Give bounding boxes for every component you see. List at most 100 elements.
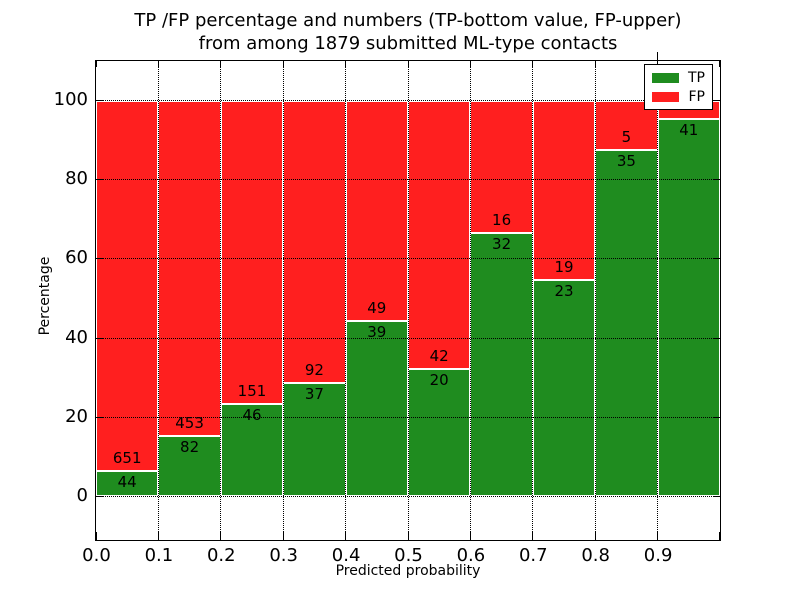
bar-fp-segment — [158, 100, 221, 436]
x-tick-top — [220, 61, 222, 67]
y-tick-label: 0 — [76, 484, 88, 506]
gridline-horizontal — [96, 179, 720, 181]
bar-tp-segment — [470, 232, 533, 497]
bar-fp-value: 92 — [304, 360, 324, 379]
fp-legend-swatch-icon — [652, 91, 679, 102]
bar-fp-value: 5 — [621, 128, 632, 147]
bar-fp-value: 42 — [429, 346, 449, 365]
chart-title: TP /FP percentage and numbers (TP-bottom… — [96, 9, 720, 55]
x-tick-top — [532, 61, 534, 67]
gridline-vertical — [345, 61, 347, 540]
gridline-horizontal — [96, 258, 720, 260]
y-tick-right — [713, 337, 720, 339]
y-tick-right — [713, 416, 720, 418]
y-tick-label: 60 — [65, 247, 88, 269]
y-tick-label: 80 — [65, 168, 88, 190]
bar-tp-segment — [345, 321, 408, 497]
bar-fp-value: 19 — [554, 257, 574, 276]
x-axis-label: Predicted probability — [335, 563, 481, 579]
gridline-vertical — [157, 61, 159, 540]
bar-fp-value: 453 — [175, 413, 204, 432]
bar-tp-value: 82 — [180, 437, 200, 456]
x-tick-bottom — [345, 532, 347, 540]
plot-area: TP FP 44 651 82 453 46 151 37 92 39 49 20 42 32 16 23 1… — [95, 60, 721, 541]
y-tick-right — [713, 179, 720, 181]
x-tick-bottom — [532, 532, 534, 540]
gridline-vertical — [532, 61, 534, 540]
bar-tp-segment — [283, 382, 346, 497]
bar-tp-segment — [595, 150, 658, 497]
gridline-vertical — [407, 61, 409, 540]
gridline-vertical — [282, 61, 284, 540]
x-tick-label: 0.3 — [269, 545, 298, 566]
bar-tp-value: 39 — [367, 323, 387, 341]
gridline-horizontal — [96, 337, 720, 339]
x-tick-label: 0.5 — [394, 545, 423, 566]
x-tick-label: 0.8 — [581, 545, 610, 566]
bar-tp-value: 32 — [492, 234, 512, 253]
y-tick-left — [96, 258, 103, 260]
x-tick-top — [157, 61, 159, 67]
bar-tp-segment — [532, 279, 596, 497]
y-tick-label: 100 — [53, 89, 88, 111]
x-tick-label: 0.7 — [518, 545, 548, 566]
x-tick-bottom — [407, 532, 409, 540]
bar-tp-value: 35 — [616, 152, 636, 171]
x-tick-label: 0.2 — [206, 545, 236, 566]
legend-entry-tp: TP — [652, 70, 705, 86]
x-tick-top — [594, 61, 596, 67]
y-tick-right — [713, 100, 720, 102]
x-tick-bottom — [469, 532, 471, 540]
bar-tp-value: 46 — [242, 406, 262, 425]
x-tick-bottom — [282, 532, 284, 540]
top-tick-mark — [657, 52, 658, 61]
x-tick-bottom — [718, 532, 720, 540]
gridline-horizontal — [96, 100, 720, 102]
y-tick-left — [96, 495, 103, 497]
x-tick-label: 0.0 — [82, 545, 111, 566]
bar-tp-segment — [408, 368, 471, 497]
y-tick-label: 20 — [65, 405, 88, 427]
gridline-horizontal — [96, 495, 720, 497]
x-tick-top — [407, 61, 409, 67]
bar-tp-value: 23 — [554, 281, 574, 300]
y-tick-left — [96, 179, 103, 181]
x-tick-bottom — [657, 532, 659, 540]
bar-fp-segment — [220, 100, 284, 404]
x-tick-label: 0.4 — [331, 545, 361, 566]
bar-fp-segment — [283, 100, 346, 383]
bar-tp-value: 41 — [679, 120, 699, 139]
tp-legend-swatch-icon — [652, 72, 679, 83]
gridline-vertical — [657, 61, 659, 540]
bar-tp-value: 44 — [117, 473, 137, 492]
gridline-horizontal — [96, 416, 720, 418]
bar-fp-segment — [345, 100, 408, 321]
bar-tp-value: 37 — [304, 384, 324, 403]
x-tick-label: 0.9 — [643, 545, 673, 566]
x-tick-top — [282, 61, 284, 67]
bar-fp-segment — [96, 100, 159, 472]
y-tick-right — [713, 258, 720, 260]
bar-fp-value: 151 — [237, 382, 267, 401]
bar-tp-segment — [96, 471, 159, 497]
bar-fp-value: 651 — [112, 449, 142, 468]
tp-legend-label: TP — [688, 69, 705, 86]
x-tick-label: 0.1 — [144, 545, 174, 566]
bar-tp-segment — [220, 404, 284, 497]
bar-tp-value: 20 — [429, 370, 449, 389]
gridline-vertical — [220, 61, 222, 540]
bar-fp-value: 49 — [367, 299, 387, 317]
gridline-vertical — [594, 61, 596, 540]
bar-fp-segment — [532, 100, 596, 280]
bar-fp-segment — [470, 100, 533, 233]
x-tick-top — [718, 61, 720, 67]
y-tick-left — [96, 416, 103, 418]
fp-legend-label: FP — [688, 88, 706, 105]
bar-tp-segment — [158, 435, 221, 497]
y-tick-right — [713, 495, 720, 497]
chart-title-line1: TP /FP percentage and numbers (TP-bottom… — [134, 10, 682, 31]
bar-tp-segment — [657, 118, 720, 497]
x-tick-label: 0.6 — [456, 545, 486, 566]
x-tick-bottom — [157, 532, 159, 540]
